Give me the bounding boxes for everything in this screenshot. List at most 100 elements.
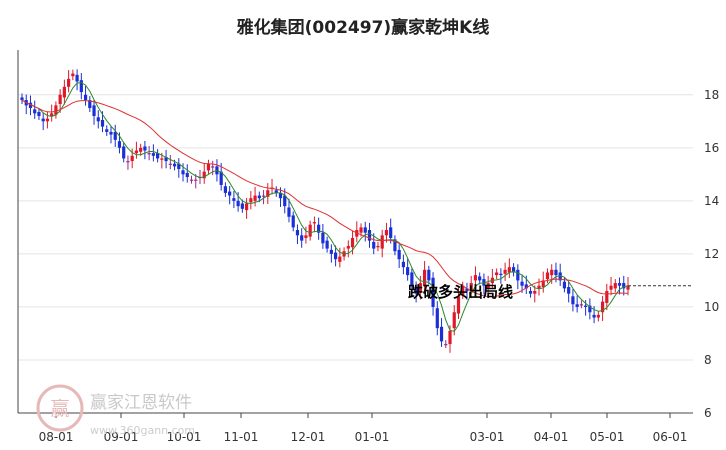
y-tick-label: 12 [704, 247, 719, 261]
candle-body [592, 314, 596, 318]
candle-body [58, 94, 62, 105]
candle-body [88, 100, 92, 109]
candle-body [528, 291, 533, 294]
y-tick-label: 16 [704, 141, 719, 155]
candle-body [274, 190, 278, 193]
candle-body [83, 94, 88, 101]
candle-body [397, 249, 401, 260]
candle-body [130, 155, 134, 162]
candle-body [541, 280, 545, 288]
candle-body [448, 330, 452, 345]
candle-body [609, 285, 613, 290]
ma-short-line [21, 82, 629, 332]
candle-body [605, 291, 609, 303]
candle-body [219, 171, 223, 185]
candle-body [584, 305, 588, 307]
candle-body [45, 118, 50, 122]
x-tick-label: 10-01 [167, 430, 202, 444]
candle-body [503, 269, 507, 274]
y-tick-label: 8 [704, 353, 712, 367]
candle-body [202, 171, 206, 179]
candlesticks [20, 69, 630, 353]
candle-body [113, 131, 117, 140]
candle-body [194, 179, 198, 181]
candle-body [393, 239, 397, 252]
candle-body [575, 304, 579, 307]
candle-body [79, 80, 83, 93]
candle-body [126, 161, 130, 163]
candle-body [92, 105, 96, 116]
candle-body [346, 245, 350, 249]
candle-body [321, 232, 325, 244]
candle-body [122, 146, 126, 159]
candle-body [431, 277, 435, 307]
candle-body [427, 269, 431, 281]
candle-body [261, 195, 266, 197]
candle-body [537, 285, 541, 289]
candle-body [54, 105, 58, 115]
candle-body [304, 235, 308, 238]
candle-body [567, 287, 571, 294]
y-tick-label: 6 [704, 406, 712, 420]
candle-body [596, 314, 600, 318]
candle-body [511, 267, 516, 273]
y-tick-label: 14 [704, 194, 719, 208]
x-tick-label: 06-01 [653, 430, 688, 444]
candle-body [486, 283, 490, 289]
candle-body [579, 304, 583, 306]
candle-body [160, 158, 164, 160]
watermark-url: www.360gann.com [90, 424, 195, 437]
candle-body [253, 195, 257, 201]
candle-body [384, 230, 389, 236]
candle-body [28, 102, 33, 109]
ma-long-line [21, 99, 629, 298]
x-tick-label: 03-01 [470, 430, 505, 444]
candle-body [189, 179, 194, 181]
candle-body [109, 131, 113, 135]
candle-body [376, 245, 380, 248]
candle-body [613, 283, 617, 289]
candle-body [406, 267, 410, 276]
x-tick-label: 09-01 [104, 430, 139, 444]
candle-body [622, 283, 626, 289]
x-tick-label: 12-01 [291, 430, 326, 444]
candle-body [359, 227, 363, 233]
candle-body [62, 86, 66, 98]
candle-body [37, 112, 41, 116]
candle-body [206, 163, 211, 171]
candle-body [249, 198, 253, 203]
candle-body [558, 272, 562, 281]
candle-body [71, 73, 75, 77]
candle-body [465, 288, 469, 292]
candle-body [588, 305, 592, 313]
candle-body [495, 272, 499, 276]
candle-body [372, 241, 376, 249]
candle-body [554, 269, 558, 276]
candle-body [499, 273, 503, 276]
watermark: 赢 赢家江恩软件 www.360gann.com [36, 384, 195, 437]
candle-body [414, 287, 418, 294]
candle-body [117, 141, 122, 148]
candle-body [278, 192, 283, 199]
candle-body [312, 222, 317, 224]
candle-body [257, 195, 261, 199]
candle-body [33, 109, 37, 114]
candle-body [435, 308, 439, 329]
candle-body [338, 256, 342, 262]
watermark-logo-icon [36, 384, 84, 432]
candle-body [283, 195, 287, 207]
x-tick-label: 05-01 [590, 430, 625, 444]
candle-body [422, 269, 427, 286]
candle-body [100, 119, 105, 127]
candle-body [410, 272, 414, 286]
y-axis-ticks: 6 8 10 12 14 16 18 [704, 88, 719, 420]
candle-body [177, 163, 181, 170]
x-tick-label: 04-01 [534, 430, 569, 444]
candle-body [240, 203, 244, 209]
candle-body [329, 249, 333, 254]
candle-body [228, 191, 232, 196]
candle-body [469, 283, 473, 292]
candle-body [211, 166, 215, 168]
candle-body [168, 163, 172, 165]
